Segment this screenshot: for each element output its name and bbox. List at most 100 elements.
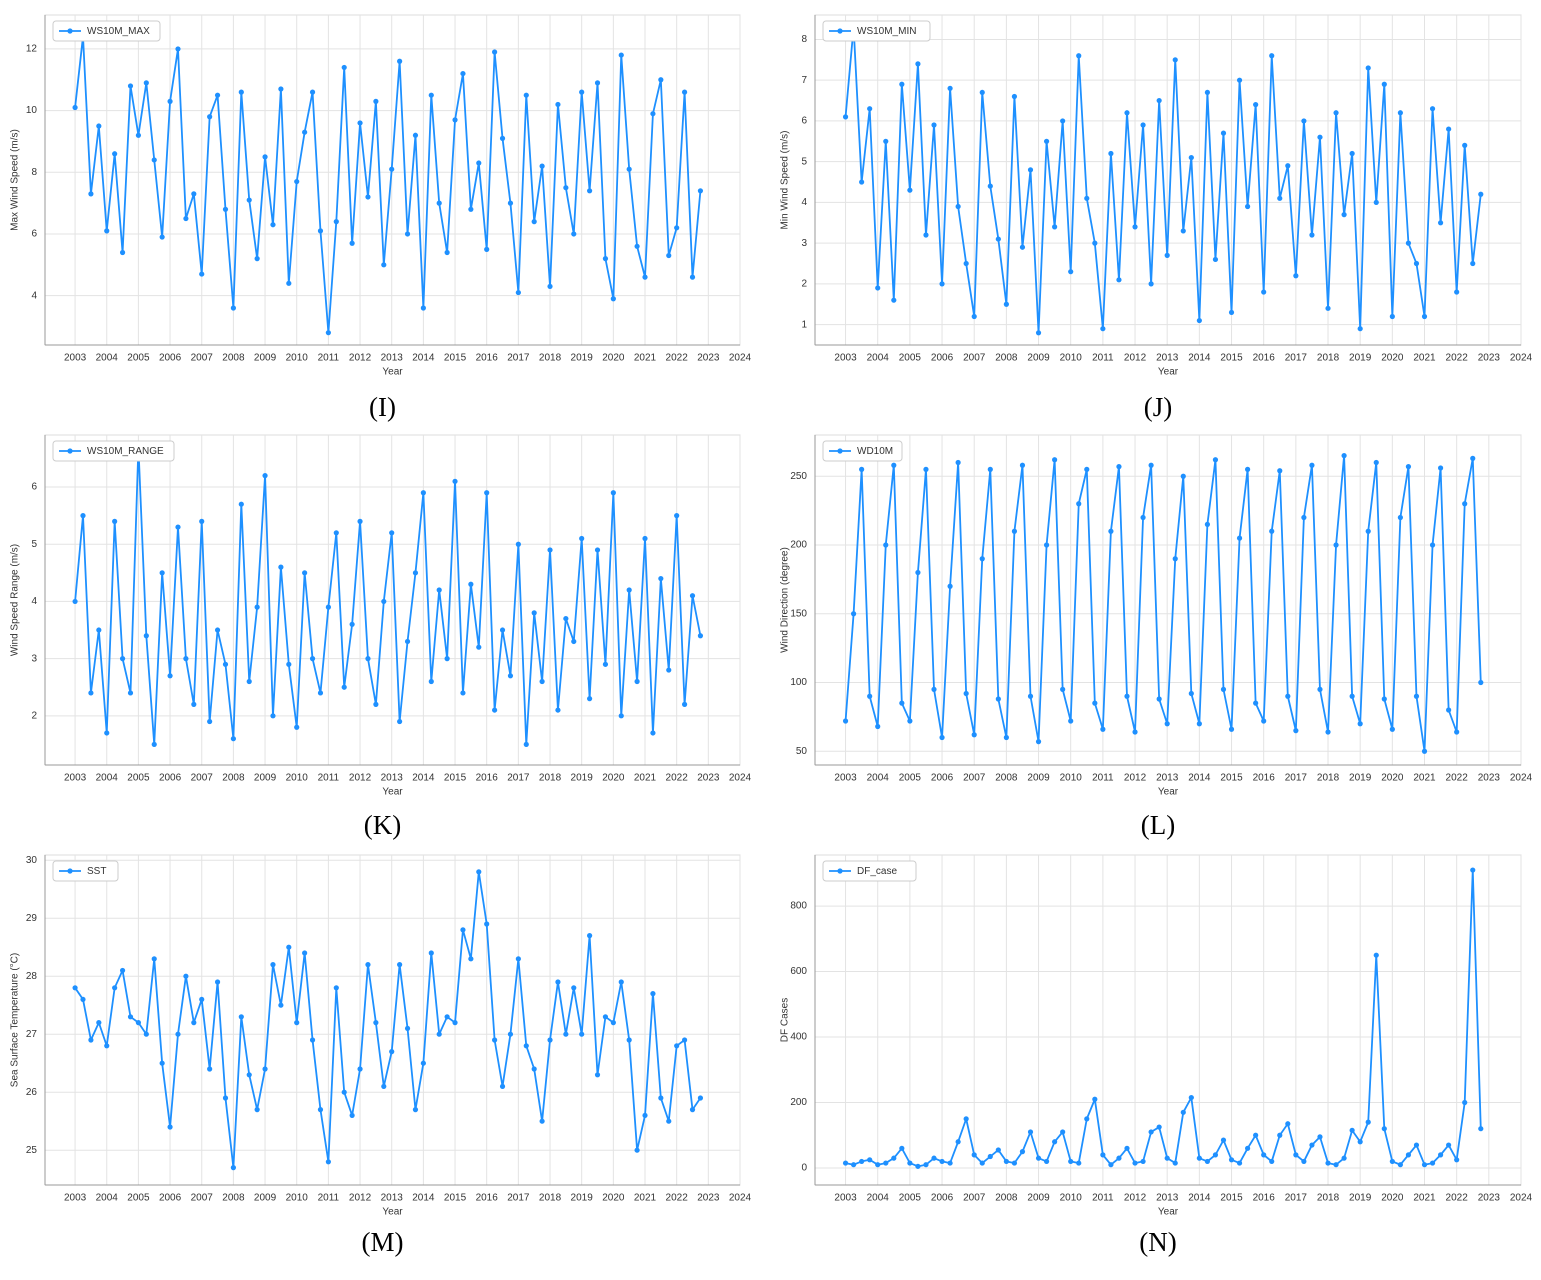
x-tick-label: 2024 bbox=[729, 773, 752, 784]
data-point bbox=[444, 249, 450, 256]
x-tick-label: 2005 bbox=[899, 773, 922, 784]
data-point bbox=[587, 188, 593, 194]
data-point bbox=[1060, 686, 1066, 692]
data-point bbox=[987, 466, 993, 472]
data-point bbox=[1156, 1124, 1162, 1130]
data-point bbox=[1196, 317, 1202, 324]
data-point bbox=[947, 85, 953, 91]
y-tick-label: 7 bbox=[801, 75, 807, 86]
data-point bbox=[1011, 93, 1018, 100]
data-point bbox=[1204, 89, 1211, 96]
data-point bbox=[883, 138, 889, 144]
plot-marks bbox=[72, 33, 704, 336]
x-tick-label: 2012 bbox=[349, 773, 372, 784]
x-tick-label: 2006 bbox=[931, 773, 954, 784]
data-point bbox=[674, 225, 680, 231]
data-point bbox=[1172, 556, 1178, 562]
x-tick-label: 2014 bbox=[412, 1193, 435, 1204]
data-point bbox=[230, 736, 236, 742]
data-point bbox=[499, 1083, 506, 1090]
data-point bbox=[404, 638, 411, 645]
data-point bbox=[610, 1020, 616, 1026]
chart-panel: 2003 2004 2005 2006 2007 2008 2009 2010 2011 2012… bbox=[780, 14, 1533, 422]
data-point bbox=[1236, 1160, 1243, 1166]
data-point bbox=[72, 104, 78, 111]
data-point bbox=[618, 52, 624, 58]
data-point bbox=[1437, 220, 1444, 226]
data-point bbox=[555, 707, 561, 713]
x-tick-label: 2010 bbox=[1060, 353, 1083, 364]
data-point bbox=[484, 490, 490, 496]
data-point bbox=[1454, 1157, 1460, 1163]
legend-label: WD10M bbox=[857, 446, 893, 457]
data-point bbox=[571, 985, 577, 991]
x-tick-label: 2021 bbox=[634, 773, 657, 784]
x-tick-label: 2004 bbox=[96, 1193, 119, 1204]
data-point bbox=[151, 741, 157, 748]
data-point bbox=[1333, 1162, 1339, 1168]
x-tick-label: 2005 bbox=[127, 773, 150, 784]
data-point bbox=[1220, 1137, 1227, 1143]
x-tick-label: 2009 bbox=[1027, 773, 1050, 784]
legend-label: WS10M_MIN bbox=[857, 26, 916, 37]
data-point bbox=[1421, 313, 1428, 320]
data-point bbox=[365, 962, 371, 968]
data-point bbox=[317, 1107, 324, 1113]
y-tick-label: 400 bbox=[790, 1032, 807, 1043]
data-point bbox=[1261, 289, 1267, 295]
data-point bbox=[923, 466, 929, 472]
data-point bbox=[1381, 81, 1387, 87]
x-tick-label: 2019 bbox=[1349, 1193, 1372, 1204]
data-point bbox=[1043, 138, 1050, 144]
data-point bbox=[373, 701, 379, 707]
series-line bbox=[844, 454, 1482, 753]
data-point bbox=[127, 1014, 134, 1020]
data-point bbox=[979, 1160, 985, 1166]
data-point bbox=[626, 587, 632, 593]
data-point bbox=[191, 701, 197, 707]
y-tick-label: 5 bbox=[31, 539, 37, 550]
data-point bbox=[207, 1066, 213, 1072]
data-point bbox=[1293, 273, 1299, 279]
y-tick-label: 50 bbox=[796, 746, 808, 757]
data-point bbox=[563, 1031, 569, 1037]
x-tick-label: 2007 bbox=[963, 353, 986, 364]
data-point bbox=[468, 956, 474, 962]
data-point bbox=[867, 1157, 873, 1163]
panel-label: (I) bbox=[369, 392, 396, 422]
data-point bbox=[325, 1159, 331, 1165]
x-tick-label: 2007 bbox=[963, 773, 986, 784]
x-tick-label: 2007 bbox=[191, 773, 214, 784]
plot-marks bbox=[72, 444, 704, 748]
data-point bbox=[420, 1060, 426, 1066]
data-point bbox=[499, 627, 506, 633]
y-tick-label: 29 bbox=[26, 913, 38, 924]
series-line bbox=[74, 870, 702, 1169]
data-point bbox=[1108, 1162, 1114, 1168]
legend-box bbox=[52, 440, 175, 462]
data-point bbox=[1317, 1134, 1323, 1140]
data-point bbox=[333, 219, 339, 225]
legend-label: WS10M_MAX bbox=[87, 26, 150, 37]
x-tick-label: 2017 bbox=[1285, 1193, 1308, 1204]
data-point bbox=[1317, 686, 1323, 692]
plot-marks bbox=[72, 869, 704, 1171]
x-tick-label: 2019 bbox=[1349, 353, 1372, 364]
data-point bbox=[389, 530, 395, 536]
data-point bbox=[1405, 464, 1412, 470]
data-point bbox=[963, 1116, 969, 1122]
data-point bbox=[1019, 462, 1026, 468]
data-point bbox=[1277, 195, 1283, 201]
data-point bbox=[1052, 457, 1058, 463]
x-tick-label: 2003 bbox=[64, 773, 87, 784]
x-tick-label: 2022 bbox=[666, 773, 689, 784]
data-point bbox=[499, 135, 506, 141]
data-point bbox=[317, 690, 324, 696]
data-point bbox=[1349, 1127, 1355, 1133]
x-tick-label: 2015 bbox=[444, 773, 467, 784]
data-point bbox=[1357, 326, 1363, 332]
data-point bbox=[1076, 53, 1082, 59]
data-point bbox=[452, 117, 458, 123]
data-point bbox=[1172, 57, 1178, 63]
